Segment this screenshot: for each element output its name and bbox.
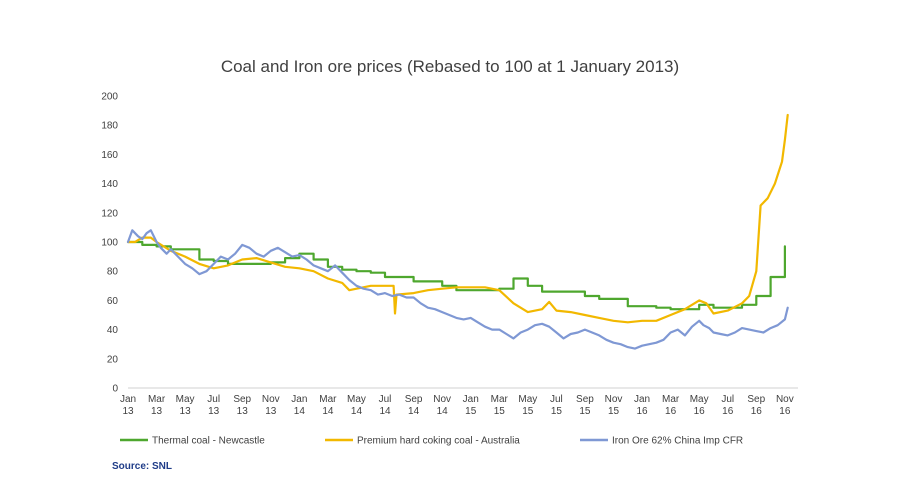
x-tick-label: Mar 16 — [662, 394, 680, 417]
x-tick-label: Jul 13 — [207, 394, 220, 417]
x-tick-label: May 14 — [347, 394, 366, 417]
x-tick-label: Nov 15 — [605, 394, 623, 417]
x-tick-label: Jan 16 — [634, 394, 650, 417]
x-tick-label: Nov 16 — [776, 394, 794, 417]
y-tick-label: 180 — [101, 121, 118, 132]
x-tick-label: Mar 14 — [319, 394, 337, 417]
y-tick-label: 80 — [107, 267, 119, 278]
x-tick-label: Jan 15 — [463, 394, 479, 417]
x-tick-label: Sep 16 — [747, 394, 765, 417]
x-tick-label: Nov 13 — [262, 394, 280, 417]
y-tick-label: 0 — [112, 384, 118, 395]
y-tick-label: 20 — [107, 354, 119, 365]
x-tick-label: Jul 16 — [721, 394, 734, 417]
x-tick-label: Jul 15 — [550, 394, 563, 417]
legend-label: Thermal coal - Newcastle — [152, 436, 265, 447]
x-tick-label: May 16 — [690, 394, 709, 417]
series-iron-ore-line — [126, 229, 789, 350]
legend-label: Premium hard coking coal - Australia — [357, 436, 520, 447]
x-tick-label: Sep 13 — [233, 394, 251, 417]
y-tick-label: 60 — [107, 296, 119, 307]
legend-label: Iron Ore 62% China Imp CFR — [612, 436, 743, 447]
series-coking-coal-line — [126, 113, 789, 324]
series-thermal-coal-line — [126, 240, 786, 311]
x-tick-label: Jan 14 — [291, 394, 307, 417]
y-tick-label: 140 — [101, 179, 118, 190]
y-tick-label: 200 — [101, 92, 118, 103]
x-tick-label: Mar 15 — [491, 394, 509, 417]
source-note: Source: SNL — [112, 461, 173, 472]
x-tick-label: May 13 — [176, 394, 195, 417]
x-tick-label: Sep 14 — [405, 394, 423, 417]
y-tick-label: 100 — [101, 238, 118, 249]
y-tick-label: 40 — [107, 325, 119, 336]
y-tick-label: 120 — [101, 208, 118, 219]
x-tick-label: Sep 15 — [576, 394, 594, 417]
x-tick-label: Nov 14 — [433, 394, 451, 417]
x-tick-label: Jul 14 — [379, 394, 392, 417]
chart-title: Coal and Iron ore prices (Rebased to 100… — [220, 57, 680, 76]
x-tick-label: Mar 13 — [148, 394, 166, 417]
y-tick-label: 160 — [101, 150, 118, 161]
x-tick-label: May 15 — [518, 394, 537, 417]
x-tick-label: Jan 13 — [120, 394, 136, 417]
